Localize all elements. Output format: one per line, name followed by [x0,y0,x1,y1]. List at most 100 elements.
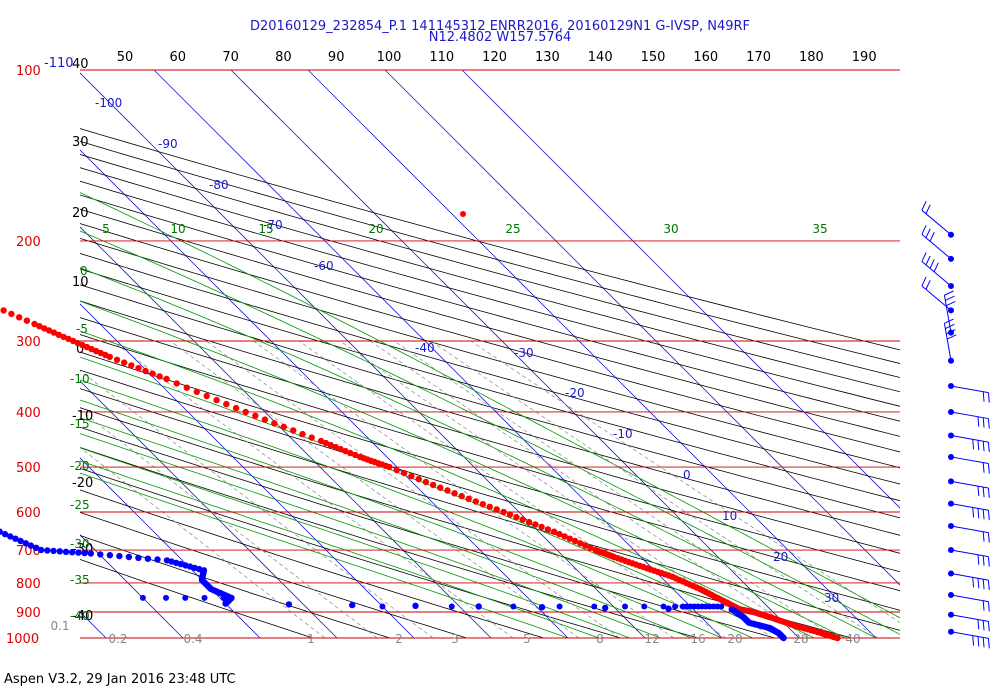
dry-adiabat-label: -10 [70,372,90,386]
wind-barb-feather [987,580,990,591]
data-point [322,439,330,447]
data-point [538,523,545,531]
dry-adiabat-line [80,208,900,437]
data-point [81,549,88,557]
wind-barb-feather [987,532,990,543]
isotherm-line [461,70,900,509]
wind-barb-feather [977,578,980,589]
data-point [342,447,349,455]
dry-adiabat-line [80,180,900,407]
data-point [285,601,293,608]
top-axis-label: 140 [588,50,613,65]
wind-barb-feather [977,619,980,630]
data-point [444,487,451,494]
data-point [332,443,339,451]
dry-adiabat-label: -5 [76,322,88,336]
wind-barb-feather [987,442,990,453]
wind-barb-feather [982,441,985,452]
top-axis-label: 170 [746,50,771,65]
top-axis-label: 60 [170,50,187,65]
left-temp-label: 10 [72,275,89,290]
data-point [156,373,163,380]
wind-barb-feather [925,280,931,290]
data-point [22,540,29,547]
isotherm-line [153,70,723,638]
dry-adiabat-line [80,194,900,422]
wind-barb-staff [950,385,989,394]
isotherm-label: -10 [613,427,633,441]
data-point [232,404,240,412]
mixing-ratio-line [253,340,674,638]
data-point [271,420,278,427]
theta-e-label: 35 [812,222,827,236]
data-point [556,603,563,610]
data-point [7,533,14,540]
data-point [566,535,573,542]
pressure-label: 900 [16,606,41,621]
wind-barb-feather [972,507,975,518]
data-point [223,400,230,408]
isotherm-label: -90 [158,137,178,151]
top-axis-label: 100 [377,50,402,65]
mixing-ratio-line [80,447,326,638]
data-point [556,530,563,538]
chart-subtitle: N12.4802 W157.5764 [428,30,572,45]
data-point [128,362,135,369]
isotherm-line [80,534,184,638]
moist-adiabat-line [80,447,630,638]
data-point [45,327,53,334]
dry-adiabat-line [80,511,467,638]
dry-adiabat-line [80,253,900,485]
data-point [106,552,114,559]
isotherm-label: -40 [415,341,435,355]
wind-barb-feather [929,231,935,242]
data-point [149,370,156,377]
data-point [718,603,725,610]
wind-barb-feather [977,554,980,565]
data-point [220,594,227,601]
moist-adiabat-line [80,267,877,638]
data-point [32,544,40,551]
moist-adiabat-line [80,399,723,638]
wind-barb-feather [982,600,985,611]
theta-e-label: 30 [663,222,678,236]
mixing-ratio-label: 0.1 [50,619,69,633]
data-point [337,445,344,453]
data-point [561,533,568,540]
wind-barb-feather [977,486,980,497]
dry-adiabat-line [80,351,900,592]
mixing-ratio-line [470,340,900,623]
top-axis-label: 190 [852,50,877,65]
wind-barb-feather [921,225,927,235]
dry-adiabat-line [80,559,313,638]
data-point [27,542,35,549]
data-point [213,396,220,404]
data-point [154,556,161,563]
pressure-label: 800 [16,577,41,592]
wind-barb-feather [987,638,990,649]
isotherm-line [307,70,877,638]
left-temp-label: -10 [72,409,93,424]
top-axis-label: 50 [117,50,134,65]
dry-adiabat-label: -40 [70,609,90,623]
wind-barb-feather [946,334,957,340]
data-point [183,384,190,391]
data-point [393,466,400,474]
wind-barb-feather [929,259,935,269]
data-point [44,547,51,554]
data-point [451,490,458,497]
wind-barb-staff [950,631,989,639]
isotherm-label: 10 [722,509,737,523]
wind-barb-feather [987,392,990,403]
dry-adiabat-line [80,153,900,378]
mixing-ratio-label: 5 [523,632,531,646]
data-point [347,449,354,457]
wind-barb-feather [987,463,990,474]
data-point [587,544,594,551]
mixing-ratio-label: 20 [727,632,742,646]
top-axis-label: 120 [482,50,507,65]
moist-adiabat-line [80,433,661,638]
series-dewpoint-scatter [139,594,725,610]
wind-barb-feather [987,510,990,521]
data-point [308,434,315,441]
